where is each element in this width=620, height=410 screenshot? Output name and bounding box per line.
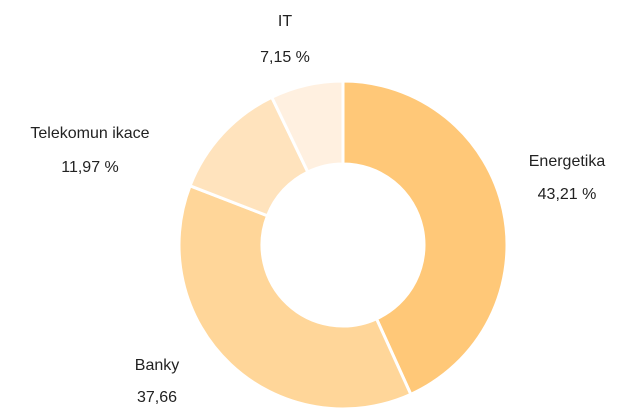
slice-value-label: 11,97 % [61,159,119,176]
donut-slice [341,79,509,397]
donut-slice [177,183,413,410]
slice-value-label: 37,66 [137,389,177,406]
slice-value-label: 7,15 % [260,49,310,66]
donut-slice [269,79,345,175]
slice-label: Energetika [529,153,606,170]
slice-value-label: 43,21 % [538,186,597,203]
slice-label: Telekomun ikace [30,125,149,142]
slice-label: Banky [135,357,179,374]
slice-label: IT [278,13,292,30]
